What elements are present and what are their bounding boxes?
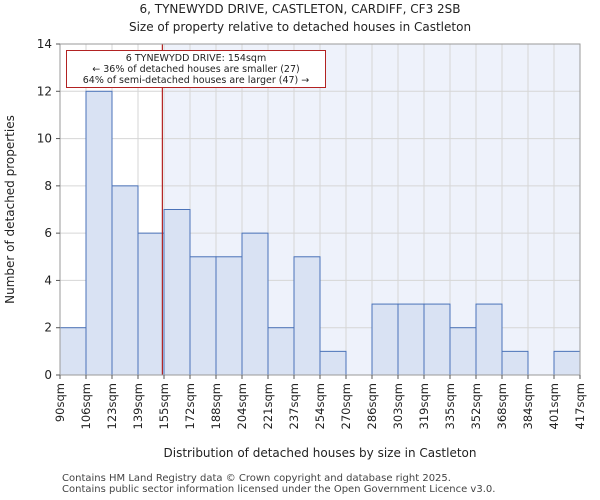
- footer-line-2: Contains public sector information licen…: [62, 484, 496, 495]
- x-tick-label: 352sqm: [469, 383, 483, 429]
- annotation-line-2: ← 36% of detached houses are smaller (27…: [92, 64, 300, 75]
- bar-368sqm: [501, 350, 529, 376]
- bar-401sqm: [553, 350, 581, 376]
- bar-155sqm: [163, 209, 191, 376]
- x-tick-label: 401sqm: [547, 383, 561, 429]
- annotation-line-1: 6 TYNEWYDD DRIVE: 154sqm: [125, 53, 267, 64]
- chart-title: 6, TYNEWYDD DRIVE, CASTLETON, CARDIFF, C…: [139, 2, 461, 16]
- bar-139sqm: [137, 232, 165, 376]
- y-tick-label: 10: [37, 132, 52, 146]
- x-tick-label: 368sqm: [495, 383, 509, 429]
- x-tick-label: 319sqm: [417, 383, 431, 429]
- x-tick-label: 384sqm: [521, 383, 535, 429]
- bar-352sqm: [475, 303, 503, 376]
- x-tick-label: 172sqm: [183, 383, 197, 429]
- x-tick-label: 204sqm: [235, 383, 249, 429]
- footer-line-1: Contains HM Land Registry data © Crown c…: [62, 473, 451, 484]
- bar-254sqm: [319, 350, 347, 376]
- bar-204sqm: [241, 232, 269, 376]
- y-tick-label: 2: [44, 321, 52, 335]
- y-tick-label: 4: [44, 273, 52, 287]
- y-tick-label: 14: [37, 37, 52, 51]
- x-tick-label: 303sqm: [391, 383, 405, 429]
- bar-188sqm: [215, 256, 243, 376]
- bar-286sqm: [371, 303, 399, 376]
- x-tick-label: 139sqm: [131, 383, 145, 429]
- x-tick-label: 90sqm: [53, 383, 67, 422]
- bar-237sqm: [293, 256, 321, 376]
- x-tick-label: 123sqm: [105, 383, 119, 429]
- x-tick-label: 254sqm: [313, 383, 327, 429]
- annotation-line-3: 64% of semi-detached houses are larger (…: [82, 75, 310, 86]
- bar-90sqm: [59, 327, 87, 376]
- chart-subtitle: Size of property relative to detached ho…: [128, 20, 472, 34]
- x-tick-label: 188sqm: [209, 383, 223, 429]
- x-tick-label: 237sqm: [287, 383, 301, 429]
- y-tick-label: 8: [44, 179, 52, 193]
- y-tick-label: 6: [44, 226, 52, 240]
- bar-303sqm: [397, 303, 425, 376]
- x-tick-label: 106sqm: [79, 383, 93, 429]
- x-tick-label: 221sqm: [261, 383, 275, 429]
- x-tick-label: 155sqm: [157, 383, 171, 429]
- x-tick-label: 417sqm: [573, 383, 587, 429]
- x-tick-label: 286sqm: [365, 383, 379, 429]
- x-axis-label: Distribution of detached houses by size …: [164, 446, 477, 460]
- bar-221sqm: [267, 327, 295, 376]
- bar-319sqm: [423, 303, 451, 376]
- x-tick-label: 270sqm: [339, 383, 353, 429]
- bar-172sqm: [189, 256, 217, 376]
- y-tick-label: 0: [44, 368, 52, 382]
- x-tick-label: 335sqm: [443, 383, 457, 429]
- bar-123sqm: [111, 185, 139, 376]
- y-axis-label: Number of detached properties: [3, 115, 17, 304]
- property-annotation: 6 TYNEWYDD DRIVE: 154sqm ← 36% of detach…: [66, 50, 326, 88]
- bar-106sqm: [85, 90, 113, 376]
- y-tick-label: 12: [37, 84, 52, 98]
- bar-335sqm: [449, 327, 477, 376]
